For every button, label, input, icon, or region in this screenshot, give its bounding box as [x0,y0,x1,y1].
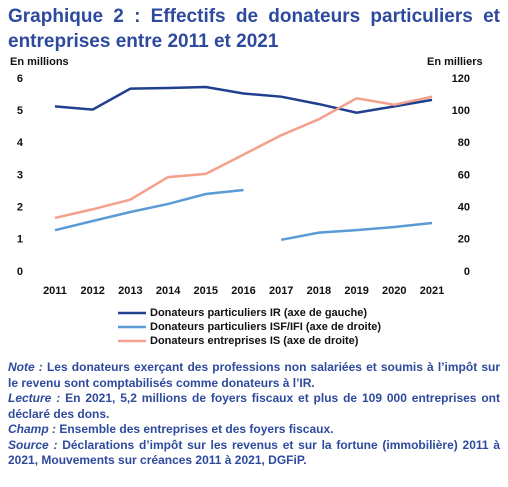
y2-tick-label: 20 [458,234,470,246]
x-tick-label: 2017 [269,285,293,297]
y-tick-label: 3 [17,169,23,181]
note-label: Note : [8,360,43,374]
y-axis-label: En millions [10,56,69,68]
y2-tick-label: 80 [458,137,470,149]
y2-tick-label: 40 [458,202,470,214]
note-label: Lecture : [8,391,61,405]
y-tick-label: 1 [17,234,23,246]
chart-title: Graphique 2 : Effectifs de donateurs par… [8,6,500,52]
y-tick-label: 2 [17,202,23,214]
note-text: Déclarations d’impôt sur les revenus et … [8,437,500,468]
series-line [54,188,244,232]
note: Note : Les donateurs exerçant des profes… [8,360,500,391]
y-tick-label: 0 [17,266,23,278]
legend-label: Donateurs particuliers ISF/IFI (axe de d… [150,321,381,333]
legend-label: Donateurs entreprises IS (axe de droite) [150,335,359,347]
x-tick-label: 2013 [118,285,142,297]
y2-tick-label: 0 [464,266,470,278]
note-text: Les donateurs exerçant des professions n… [8,360,500,390]
note: Source : Déclarations d’impôt sur les re… [8,438,500,469]
x-tick-label: 2019 [344,285,368,297]
x-tick-label: 2016 [231,285,255,297]
series-line [54,85,433,115]
x-tick-label: 2018 [307,285,331,297]
chart: En millions En milliers 0123456020406080… [10,56,483,347]
y-tick-label: 4 [17,137,24,149]
x-tick-label: 2020 [382,285,406,297]
note-label: Source : [8,437,58,452]
y-tick-label: 6 [17,73,23,85]
legend-label: Donateurs particuliers IR (axe de gauche… [150,307,367,319]
y2-tick-label: 120 [452,73,470,85]
notes: Note : Les donateurs exerçant des profes… [8,360,500,469]
note-text: En 2021, 5,2 millions de foyers fiscaux … [8,391,501,421]
series-line [280,221,433,242]
note: Lecture : En 2021, 5,2 millions de foyer… [8,391,500,422]
y2-tick-label: 100 [452,105,470,117]
x-tick-label: 2014 [156,285,181,297]
note-label: Champ : [8,422,56,436]
note-text: Ensemble des entreprises et des foyers f… [59,422,334,436]
y-tick-label: 5 [17,105,23,117]
note: Champ : Ensemble des entreprises et des … [8,422,500,438]
x-tick-label: 2021 [420,285,444,297]
series-line [54,95,433,220]
y2-tick-label: 60 [458,169,470,181]
x-tick-label: 2015 [194,285,218,297]
y2-axis-label: En milliers [427,56,483,68]
x-tick-label: 2012 [80,285,104,297]
x-tick-label: 2011 [43,285,67,297]
